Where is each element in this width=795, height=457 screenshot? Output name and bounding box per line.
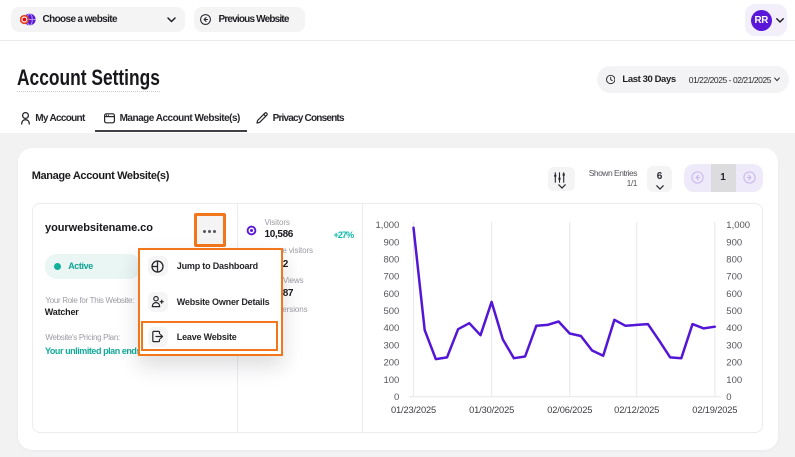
svg-text:1,000: 1,000 (376, 220, 400, 231)
svg-text:900: 900 (726, 237, 742, 248)
svg-text:1,000: 1,000 (726, 220, 750, 231)
svg-text:500: 500 (383, 306, 399, 317)
svg-text:600: 600 (383, 289, 399, 300)
svg-text:600: 600 (726, 289, 742, 300)
svg-text:02/06/2025: 02/06/2025 (547, 405, 592, 415)
svg-text:700: 700 (726, 272, 742, 283)
svg-text:100: 100 (726, 375, 742, 386)
svg-text:200: 200 (383, 358, 399, 369)
svg-text:100: 100 (383, 375, 399, 386)
svg-text:01/23/2025: 01/23/2025 (391, 405, 436, 415)
svg-text:300: 300 (726, 340, 742, 351)
svg-text:800: 800 (383, 255, 399, 266)
svg-text:0: 0 (726, 392, 731, 403)
svg-text:300: 300 (383, 340, 399, 351)
svg-text:200: 200 (726, 358, 742, 369)
svg-text:500: 500 (726, 306, 742, 317)
svg-text:01/30/2025: 01/30/2025 (469, 405, 514, 415)
svg-text:900: 900 (383, 237, 399, 248)
svg-text:700: 700 (383, 272, 399, 283)
svg-text:400: 400 (383, 323, 399, 334)
svg-text:0: 0 (394, 392, 399, 403)
svg-text:400: 400 (726, 323, 742, 334)
svg-text:02/12/2025: 02/12/2025 (614, 405, 659, 415)
svg-text:800: 800 (726, 255, 742, 266)
svg-text:02/19/2025: 02/19/2025 (692, 405, 737, 415)
